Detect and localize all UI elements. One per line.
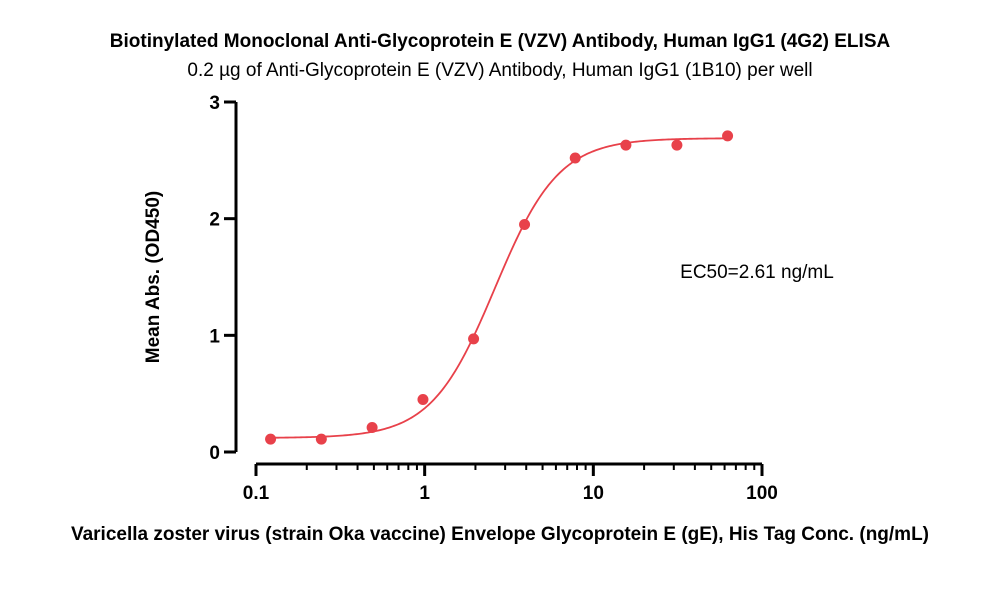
fit-curve	[270, 137, 728, 439]
ec50-annotation: EC50=2.61 ng/mL	[680, 262, 834, 283]
data-point-1	[315, 433, 327, 445]
data-point-8	[671, 139, 683, 151]
data-point-4	[468, 333, 480, 345]
x-tick-label-0: 0.1	[243, 483, 270, 504]
data-point-0	[265, 433, 277, 445]
fit-curve-group	[270, 137, 728, 439]
y-tick-label-3: 3	[209, 93, 220, 114]
y-tick-label-1: 1	[209, 326, 220, 347]
data-point-9	[722, 130, 734, 142]
data-point-5	[519, 219, 531, 230]
x-tick-label-2: 10	[583, 483, 604, 504]
tick-labels: 0 1 2 3 0.1 1 10 100	[209, 93, 777, 504]
y-tick-label-0: 0	[209, 443, 220, 464]
data-point-7	[620, 139, 632, 151]
data-point-6	[569, 152, 581, 164]
chart-title: Biotinylated Monoclonal Anti-Glycoprotei…	[110, 31, 891, 52]
data-point-3	[417, 394, 429, 405]
axes	[234, 102, 762, 466]
x-tick-label-1: 1	[419, 483, 430, 504]
y-tick-label-2: 2	[209, 210, 220, 231]
x-axis-label: Varicella zoster virus (strain Oka vacci…	[71, 524, 929, 545]
data-point-2	[366, 422, 378, 433]
tick-marks	[224, 100, 764, 476]
data-points	[265, 130, 734, 445]
y-axis-label: Mean Abs. (OD450)	[143, 191, 164, 363]
x-tick-label-3: 100	[746, 483, 778, 504]
chart-subtitle: 0.2 µg of Anti-Glycoprotein E (VZV) Anti…	[187, 60, 812, 81]
